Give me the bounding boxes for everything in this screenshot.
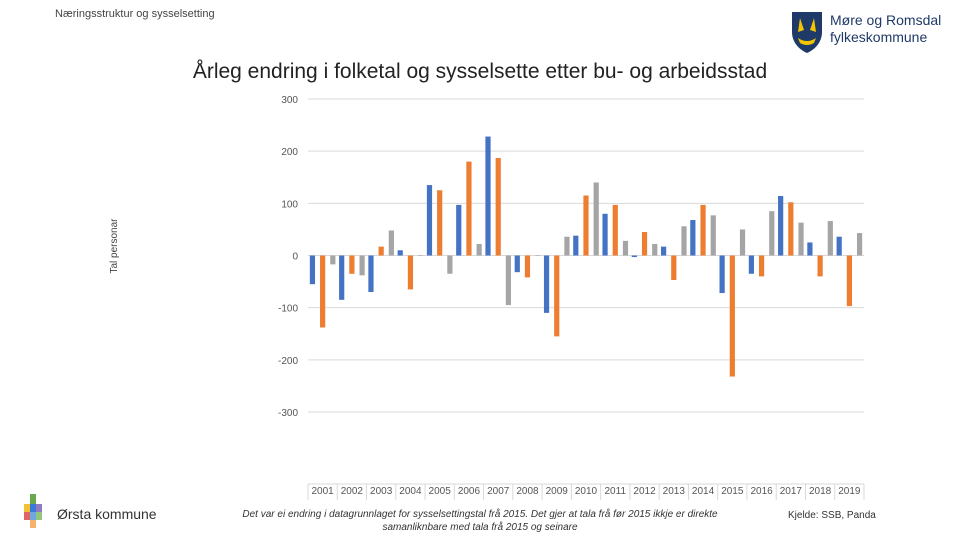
x-tick-label: 2001 [312, 486, 335, 497]
y-tick-label: -100 [278, 304, 298, 315]
bar-2010-series1 [573, 235, 579, 256]
bar-2013-series1 [660, 246, 667, 256]
bar-2016-series2 [758, 255, 765, 277]
y-tick-label: 200 [281, 147, 298, 158]
bar-2014-series3 [710, 215, 716, 256]
y-tick-label: 300 [281, 95, 298, 106]
y-tick-label: -300 [278, 408, 298, 419]
x-tick-label: 2017 [780, 486, 803, 497]
x-tick-label: 2013 [663, 486, 686, 497]
bar-2012-series3 [652, 244, 658, 256]
bar-2008-series1 [514, 255, 520, 273]
municipality-name: Ørsta kommune [57, 506, 157, 522]
y-tick-label: 100 [281, 199, 298, 210]
bar-2017-series2 [788, 202, 794, 256]
bar-2010-series2 [583, 195, 589, 256]
org-name-line2: fylkeskommune [830, 29, 928, 45]
x-tick-label: 2007 [487, 486, 510, 497]
x-tick-label: 2015 [721, 486, 744, 497]
bar-2015-series2 [729, 255, 735, 377]
bar-2007-series1 [485, 136, 491, 256]
bar-2012-series1 [631, 255, 637, 258]
bar-2017-series1 [778, 196, 784, 256]
bar-2011-series2 [612, 204, 618, 256]
bar-2001-series1 [309, 255, 316, 285]
bar-2016-series3 [769, 211, 775, 256]
x-tick-label: 2014 [692, 486, 715, 497]
bar-2003-series1 [368, 255, 374, 293]
x-tick-label: 2019 [838, 486, 861, 497]
municipality-logo[interactable]: Ørsta kommune [22, 492, 182, 532]
x-tick-label: 2002 [341, 486, 364, 497]
bar-2005-series2 [437, 190, 443, 256]
bar-2011-series1 [602, 213, 608, 256]
x-tick-label: 2006 [458, 486, 481, 497]
bar-2005-series1 [426, 185, 433, 256]
bar-2018-series2 [817, 255, 823, 277]
bar-2019-series1 [836, 236, 842, 256]
bar-2016-series1 [748, 255, 754, 274]
x-tick-label: 2005 [429, 486, 452, 497]
x-tick-label: 2003 [370, 486, 393, 497]
bar-2004-series1 [397, 250, 403, 256]
municipality-logo-icon [24, 494, 42, 528]
y-tick-label: 0 [292, 252, 298, 263]
x-tick-label: 2004 [399, 486, 422, 497]
footnote: Det var ei endring i datagrunnlaget for … [242, 509, 718, 533]
x-tick-label: 2009 [546, 486, 569, 497]
bar-2018-series1 [807, 242, 813, 256]
county-logo[interactable]: Møre og Romsdal fylkeskommune [790, 10, 960, 56]
bar-2014-series1 [690, 220, 696, 256]
x-tick-label: 2010 [575, 486, 598, 497]
org-name-line1: Møre og Romsdal [830, 12, 942, 28]
bar-2019-series2 [846, 255, 852, 307]
county-shield-icon [792, 12, 822, 53]
bar-2009-series2 [554, 255, 560, 337]
bar-2008-series2 [524, 255, 531, 278]
bar-2004-series3 [418, 255, 424, 256]
bar-2003-series3 [388, 230, 394, 256]
bar-2001-series2 [320, 255, 326, 328]
bar-2003-series2 [378, 246, 384, 256]
bar-2005-series3 [447, 255, 453, 274]
chart-title: Årleg endring i folketal og sysselsette … [192, 60, 768, 83]
bar-2007-series2 [495, 157, 501, 256]
x-tick-label: 2008 [516, 486, 539, 497]
bar-2014-series2 [700, 204, 706, 256]
bar-2013-series2 [671, 255, 677, 281]
bar-2019-series3 [856, 233, 863, 256]
bar-2002-series1 [339, 255, 345, 300]
x-tick-label: 2018 [809, 486, 832, 497]
bar-2006-series1 [456, 204, 462, 256]
bar-2017-series3 [798, 222, 804, 256]
bar-2010-series3 [593, 182, 599, 256]
bar-2011-series3 [622, 240, 629, 256]
x-tick-label: 2012 [633, 486, 656, 497]
y-tick-label: -200 [278, 356, 298, 367]
y-axis-label: Tal personar [109, 218, 120, 274]
bar-2009-series3 [564, 236, 570, 256]
bar-2015-series1 [719, 255, 725, 294]
source-label: Kjelde: SSB, Panda [788, 510, 876, 521]
x-tick-label: 2011 [605, 486, 627, 497]
bar-2007-series3 [505, 255, 512, 306]
bar-2015-series3 [739, 229, 746, 256]
bar-2002-series2 [349, 255, 355, 274]
bar-2008-series3 [535, 255, 541, 256]
bar-2004-series2 [407, 255, 414, 290]
x-tick-label: 2016 [750, 486, 773, 497]
bar-2013-series3 [681, 226, 687, 256]
section-label: Næringsstruktur og sysselsetting [55, 8, 215, 20]
bar-2018-series3 [827, 221, 833, 256]
bar-2001-series3 [330, 255, 336, 265]
bar-2002-series3 [359, 255, 365, 276]
bar-2012-series2 [641, 232, 648, 256]
bar-2006-series3 [476, 244, 482, 256]
bar-2006-series2 [466, 161, 472, 256]
bar-2009-series1 [543, 255, 550, 313]
